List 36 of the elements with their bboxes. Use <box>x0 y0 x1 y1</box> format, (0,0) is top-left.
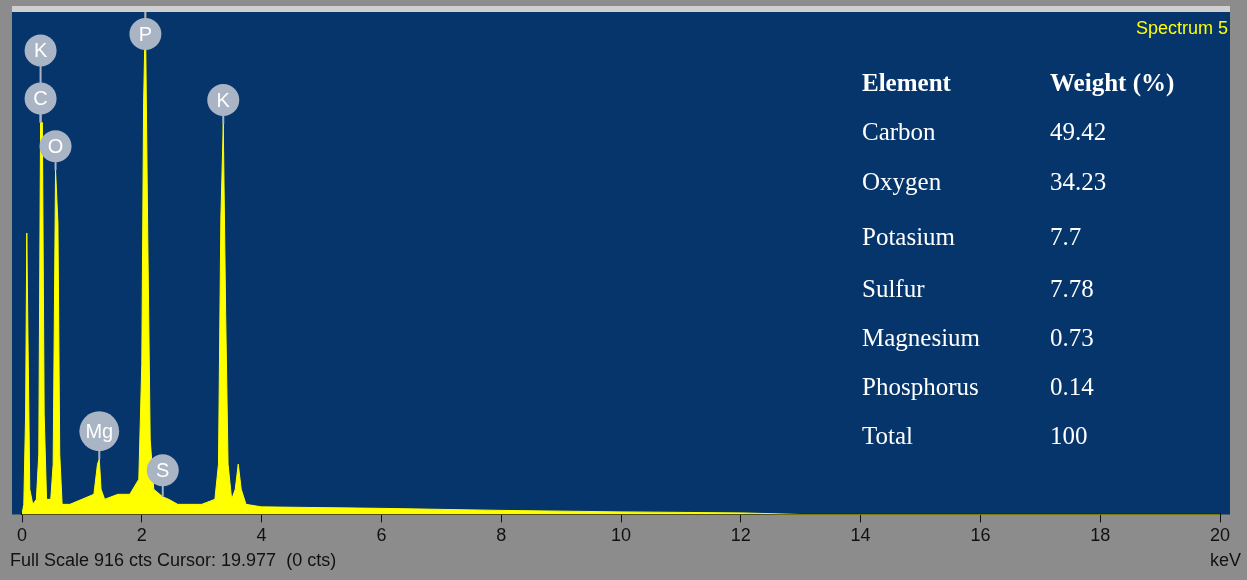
x-tick-label: 16 <box>970 525 991 546</box>
annotation: C <box>33 87 48 110</box>
annotation: 7.78 <box>1050 274 1094 302</box>
annotation: Total <box>862 421 914 449</box>
text: Full Scale 916 cts Cursor: 19.977 (0 cts) <box>10 549 337 570</box>
annotation: Oxygen <box>862 167 942 195</box>
annotation: Potasium <box>862 222 956 250</box>
annotation: K <box>216 88 231 111</box>
annotation: Mg <box>85 419 114 442</box>
x-tick-label: 20 <box>1209 525 1231 546</box>
annotation: Sulfur <box>862 274 926 302</box>
x-tick-label: 18 <box>1090 525 1111 546</box>
annotation: 34.23 <box>1050 167 1107 195</box>
annotation: 0.14 <box>1050 372 1095 400</box>
annotation: Phosphorus <box>862 372 979 400</box>
x-tick-label: 0 <box>16 525 28 546</box>
annotation: 49.42 <box>1050 117 1107 145</box>
annotation: Element <box>862 69 952 97</box>
x-tick-label: 2 <box>136 525 147 546</box>
x-tick-label: 6 <box>376 525 387 546</box>
annotation: Weight (%) <box>1050 69 1175 98</box>
x-tick-label: 14 <box>850 525 871 546</box>
x-tick-label: 4 <box>256 525 267 546</box>
annotation: Carbon <box>862 117 937 145</box>
x-tick-label: 10 <box>610 525 632 546</box>
annotation: S <box>156 458 170 481</box>
annotation: O <box>47 134 64 157</box>
annotation: K <box>33 39 48 62</box>
annotation: Magnesium <box>862 323 981 351</box>
annotation: 100 <box>1050 421 1088 449</box>
annotation: 7.7 <box>1050 222 1082 250</box>
annotation: 0.73 <box>1050 323 1094 351</box>
chart-title: Spectrum 5 <box>1135 17 1228 38</box>
x-tick-label: 12 <box>730 525 751 546</box>
x-tick-label: 8 <box>496 525 507 546</box>
x-axis-title: keV <box>1209 549 1241 570</box>
